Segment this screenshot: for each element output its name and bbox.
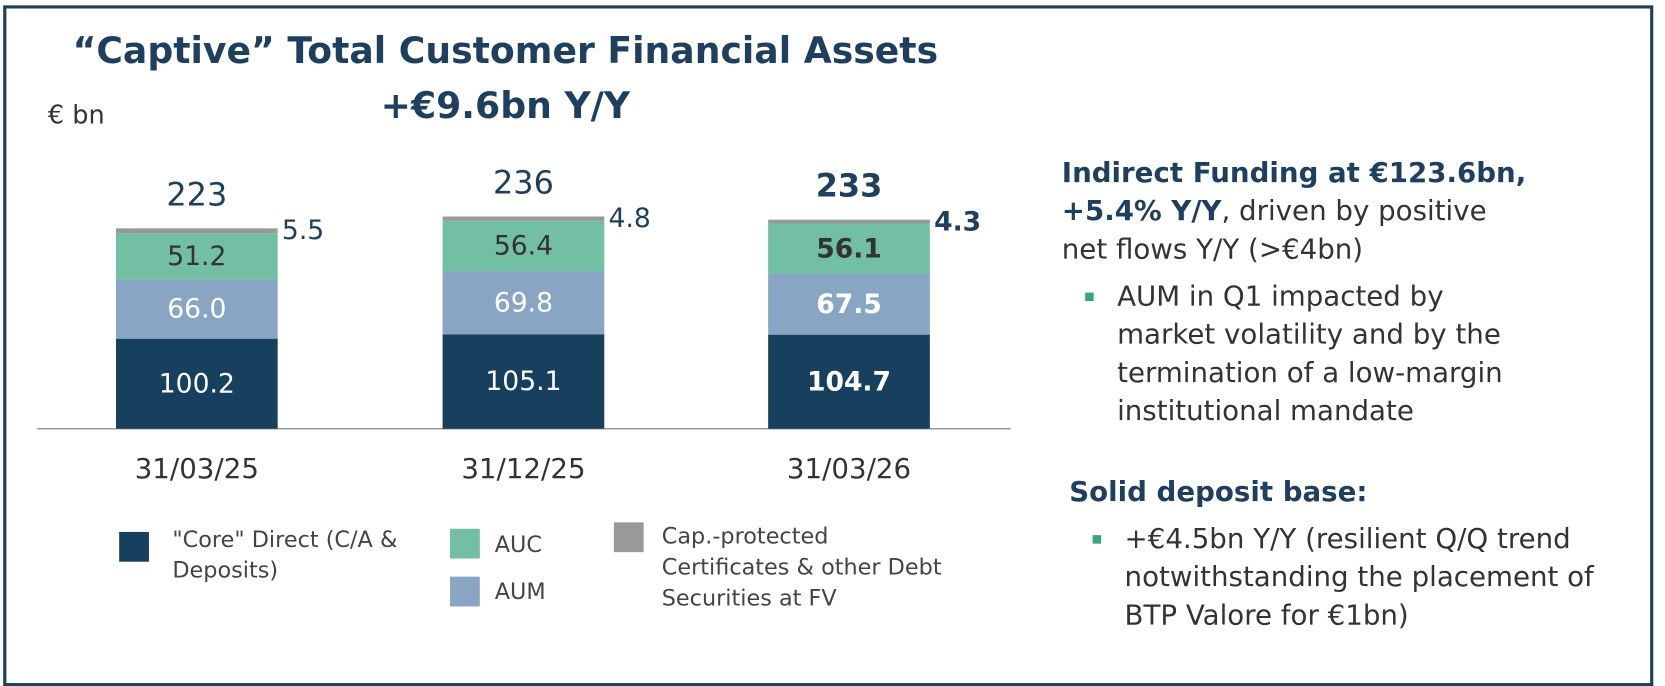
value-label: 4.3 [934, 206, 981, 237]
bar-segment [442, 220, 605, 272]
value-label: 51.2 [167, 241, 226, 272]
total-label: 236 [493, 164, 554, 202]
title: “Captive” Total Customer Financial Asset… [72, 29, 939, 73]
note-block: Indirect Funding at €123.6bn, +5.4% Y/Y,… [1062, 154, 1530, 431]
value-label: 67.5 [816, 289, 882, 320]
unit-label: € bn [47, 100, 105, 130]
value-label: 105.1 [485, 366, 561, 397]
value-label: 56.4 [494, 231, 553, 262]
x-tick-label: 31/03/25 [135, 452, 259, 485]
bar-segment [768, 334, 930, 429]
note-text: , driven by positive net flows Y/Y (>€4b… [1061, 195, 1487, 266]
legend-label: AUM [494, 578, 546, 605]
bar-segment [115, 233, 278, 280]
note-bullet: AUM in Q1 impacted by market volatility … [1062, 278, 1530, 431]
subtitle: +€9.6bn Y/Y [380, 85, 631, 128]
bar-segment [768, 273, 930, 335]
legend-label: AUC [494, 531, 542, 558]
total-label: 223 [166, 175, 227, 213]
value-label: 5.5 [282, 215, 324, 246]
note-heading: Indirect Funding at €123.6bn, +5.4% Y/Y [1061, 157, 1527, 228]
chart: 100.2 66.0 51.2 5.5 223 31/03/25 105.1 69.8 56.4… [37, 164, 1011, 485]
value-label: 66.0 [167, 294, 226, 325]
legend-swatch [450, 528, 480, 559]
value-label: 69.8 [494, 287, 553, 318]
bar-segment [442, 271, 605, 335]
value-label: 104.7 [807, 366, 891, 397]
x-tick-label: 31/03/26 [787, 452, 911, 485]
note-paragraph: Indirect Funding at €123.6bn, +5.4% Y/Y,… [1062, 154, 1530, 269]
note-block: Solid deposit base: +€4.5bn Y/Y (resilien… [1069, 473, 1622, 635]
bar-segment [115, 228, 278, 234]
legend-swatch [119, 531, 149, 562]
bar-segment [442, 334, 605, 429]
note-bullet: +€4.5bn Y/Y (resilient Q/Q trend notwith… [1069, 520, 1622, 635]
value-label: 4.8 [609, 203, 651, 234]
note-heading: Solid deposit base: [1069, 476, 1368, 509]
legend-swatch [613, 522, 644, 553]
legend-label: Cap.-protected Certificates & other Debt… [661, 523, 942, 611]
value-label: 100.2 [159, 368, 235, 399]
value-label: 56.1 [816, 233, 882, 264]
bar-segment [768, 219, 930, 224]
bar-segment [442, 216, 605, 221]
slide: “Captive” Total Customer Financial Asset… [3, 5, 1654, 686]
x-tick-label: 31/12/25 [461, 452, 585, 485]
bar-segment [115, 338, 278, 429]
bar-segment [115, 279, 278, 339]
legend-label: "Core" Direct (C/A & Deposits) [172, 526, 398, 584]
note-paragraph: Solid deposit base: [1069, 473, 1622, 511]
total-label: 233 [816, 167, 883, 205]
bar-segment [768, 223, 930, 274]
legend-swatch [450, 576, 480, 607]
